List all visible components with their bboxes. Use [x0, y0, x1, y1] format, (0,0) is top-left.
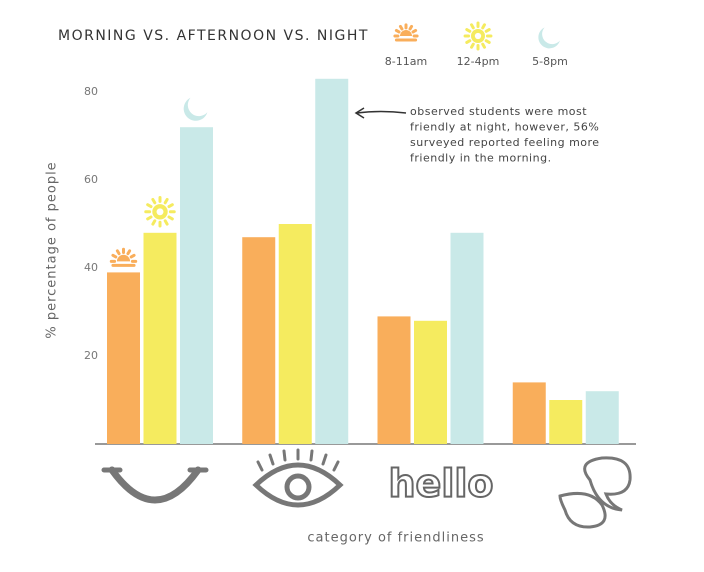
hello-icon: hello — [389, 462, 494, 506]
annotation-text: friendly at night, however, 56% — [410, 121, 599, 134]
bar — [107, 272, 140, 444]
annotation-text: friendly in the morning. — [410, 152, 552, 165]
x-axis-label: category of friendliness — [307, 531, 484, 546]
legend-label: 5-8pm — [532, 55, 568, 68]
sun-ray — [398, 24, 404, 31]
sun-ray — [394, 28, 401, 34]
y-tick-label: 40 — [84, 261, 98, 274]
sun-ray — [163, 197, 169, 205]
sun-ray — [484, 28, 491, 33]
sun-ray — [167, 215, 174, 221]
sun-ray — [163, 219, 169, 226]
annotation: observed students were most friendly at n… — [354, 105, 600, 165]
sun-core — [156, 208, 164, 216]
half-sun-icon — [393, 23, 419, 42]
bar — [512, 382, 546, 444]
sun-ray — [146, 203, 153, 209]
sun-ray — [408, 24, 414, 31]
sun-ray — [470, 23, 475, 30]
chart-title: MORNING VS. AFTERNOON VS. NIGHT — [58, 28, 369, 44]
bar — [450, 232, 484, 444]
sun-ray — [481, 42, 486, 49]
sun-ray — [167, 203, 174, 209]
sun-ray — [465, 28, 472, 33]
bar — [315, 78, 349, 445]
sun-ray — [484, 39, 491, 44]
category-icons — [101, 448, 632, 529]
bar — [180, 127, 213, 444]
annotation-arrow — [354, 107, 407, 119]
bubble-icon — [558, 492, 607, 529]
legend-label: 8-11am — [385, 55, 427, 68]
y-tick-label: 80 — [84, 85, 98, 98]
sun-ray — [481, 23, 486, 30]
sun-icon — [144, 196, 176, 228]
y-tick-label: 20 — [84, 349, 98, 362]
eye-icon — [252, 462, 344, 508]
moon-icon — [538, 27, 560, 49]
bar — [549, 400, 583, 444]
y-tick-label: 60 — [84, 173, 98, 186]
half-sun-icon — [109, 247, 138, 267]
sun-ray — [129, 253, 136, 259]
bar — [585, 391, 619, 444]
bar — [278, 224, 312, 444]
bar — [377, 316, 411, 444]
sun-body — [116, 254, 131, 262]
bar — [414, 320, 447, 444]
legend-label: 12-4pm — [457, 55, 500, 68]
eye-pupil — [284, 473, 312, 501]
bubble-icon — [583, 456, 632, 512]
sun-core — [474, 32, 482, 40]
sun-ray — [465, 39, 472, 44]
sun-ray — [151, 197, 157, 205]
sun-icon — [463, 21, 493, 51]
bar — [143, 232, 177, 444]
sun-ray — [115, 249, 121, 256]
sun-ray — [411, 28, 418, 34]
sun-ray — [146, 215, 153, 221]
sun-ray — [470, 42, 475, 49]
y-axis-label: % percentage of people — [45, 161, 60, 338]
annotation-text: observed students were most — [410, 105, 587, 118]
sun-body — [400, 30, 412, 36]
annotation-text: surveyed reported feeling more — [410, 136, 600, 149]
eye-lashes — [256, 448, 340, 472]
sun-ray — [111, 253, 118, 259]
bar — [242, 237, 276, 444]
sun-ray — [151, 219, 157, 226]
moon-icon — [183, 97, 208, 121]
smile-icon — [108, 466, 202, 504]
sun-ray — [126, 249, 132, 256]
